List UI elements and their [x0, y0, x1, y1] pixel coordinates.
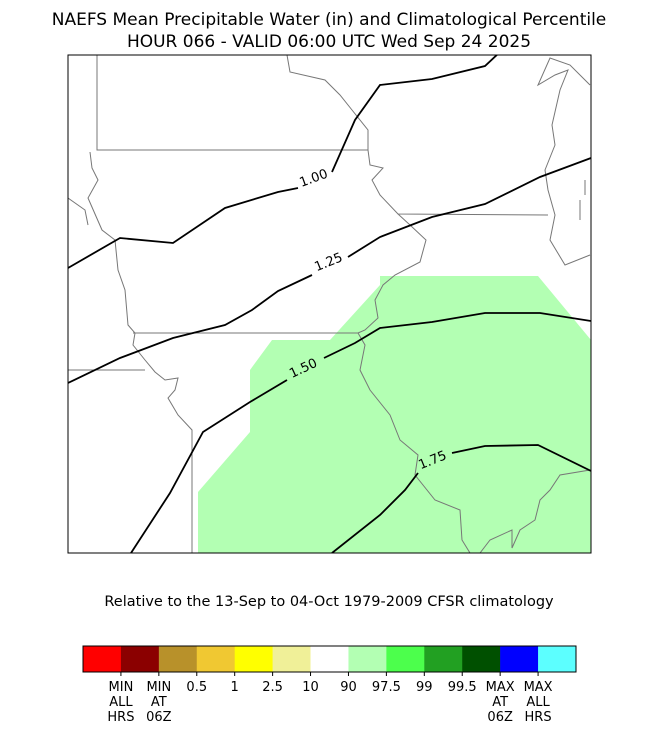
- colorbar-swatch: [196, 646, 235, 672]
- colorbar-label: ALL: [526, 695, 550, 710]
- colorbar-swatch: [120, 646, 160, 672]
- contour-label: 1.25: [312, 250, 344, 275]
- colorbar-swatch: [348, 646, 387, 672]
- colorbar-label: MAX: [486, 680, 515, 695]
- colorbar-label: 2.5: [262, 680, 283, 695]
- title: NAEFS Mean Precipitable Water (in) and C…: [52, 10, 607, 30]
- colorbar-label: 06Z: [146, 710, 172, 725]
- colorbar-label: 99: [416, 680, 433, 695]
- map: 1.00 1.25 1.50 1.75: [67, 54, 592, 554]
- colorbar-swatch: [500, 646, 539, 672]
- colorbar-swatch: [234, 646, 273, 672]
- colorbar-label: 97.5: [372, 680, 401, 695]
- colorbar-label: 06Z: [487, 710, 513, 725]
- map-frame: [67, 54, 592, 554]
- colorbar-label: ALL: [109, 695, 133, 710]
- colorbar-label: 0.5: [186, 680, 207, 695]
- percentile-area: [198, 276, 591, 553]
- colorbar-label: 1: [231, 680, 239, 695]
- contours: [68, 55, 591, 553]
- colorbar-swatch: [462, 646, 501, 672]
- borders: [68, 55, 591, 553]
- colorbar-label: 90: [340, 680, 357, 695]
- colorbar-swatch: [310, 646, 349, 672]
- colorbar-swatch: [538, 646, 577, 672]
- colorbar-label: MAX: [524, 680, 553, 695]
- colorbar-swatch: [272, 646, 311, 672]
- colorbar-swatch: [83, 646, 122, 672]
- caption: Relative to the 13-Sep to 04-Oct 1979-20…: [104, 594, 554, 610]
- colorbar-label: AT: [151, 695, 167, 710]
- colorbar-label: MIN: [146, 680, 171, 695]
- colorbar-label: MIN: [109, 680, 134, 695]
- colorbar-label: 10: [302, 680, 319, 695]
- colorbar-label: HRS: [107, 710, 134, 725]
- colorbar-label: HRS: [525, 710, 552, 725]
- colorbar-label: AT: [492, 695, 508, 710]
- colorbar-label: 99.5: [448, 680, 477, 695]
- colorbar-swatch: [158, 646, 198, 672]
- subtitle: HOUR 066 - VALID 06:00 UTC Wed Sep 24 20…: [127, 32, 531, 52]
- colorbar-swatch: [386, 646, 425, 672]
- colorbar-frame: [82, 645, 577, 673]
- colorbar-swatch: [424, 646, 463, 672]
- contour-label: 1.00: [298, 167, 330, 191]
